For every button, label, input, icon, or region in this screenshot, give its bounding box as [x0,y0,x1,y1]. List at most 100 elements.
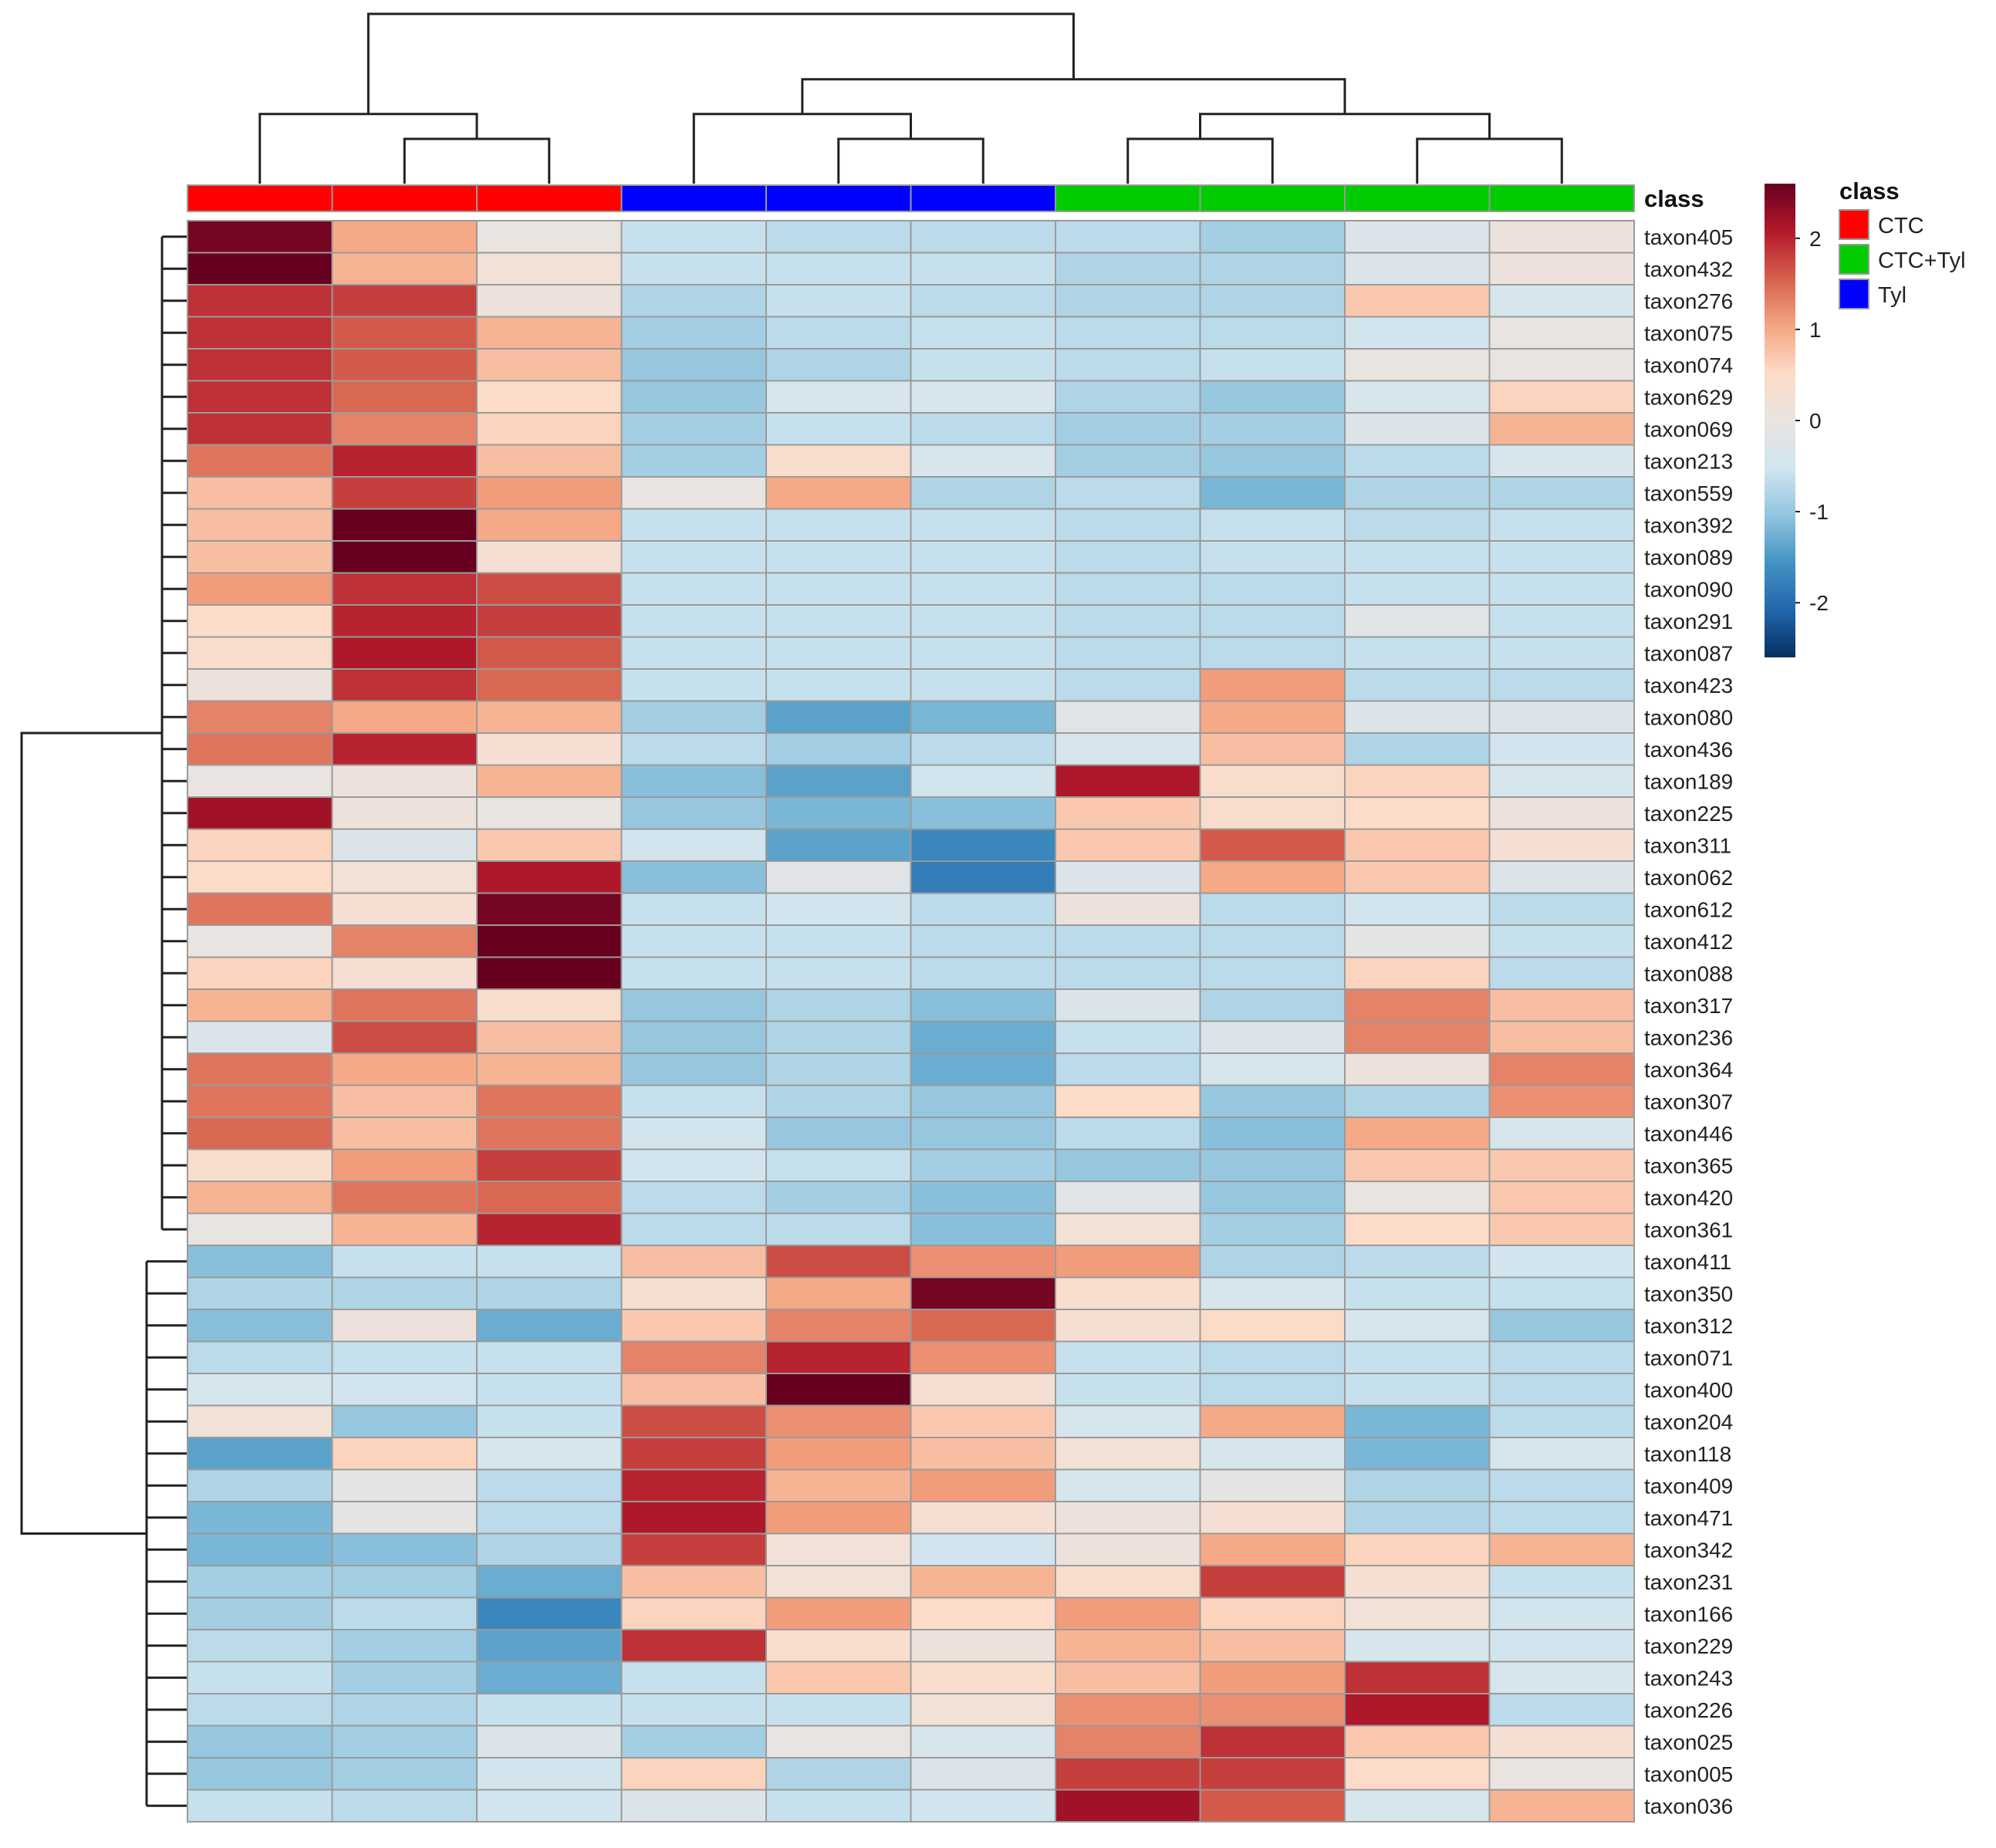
heatmap-cell [1344,1373,1491,1407]
row-label: taxon062 [1644,866,1733,890]
heatmap-cell [1055,1148,1201,1182]
heatmap-cell [331,476,478,510]
heatmap-cell [187,1212,333,1246]
heatmap-cell [476,1245,623,1279]
heatmap-cell [1055,1052,1201,1086]
heatmap-cell [1055,828,1201,862]
heatmap-cell [1488,988,1635,1022]
heatmap-cell [910,1084,1056,1118]
heatmap-cell [620,1725,767,1758]
heatmap-cell [1199,828,1346,862]
heatmap-cell [1199,860,1346,894]
heatmap-cell [1199,732,1346,766]
heatmap-cell [620,572,767,606]
column-dendrogram [258,12,1563,184]
row-label: taxon225 [1644,802,1733,826]
heatmap-cell [1344,1596,1491,1630]
heatmap-cell [910,380,1056,414]
heatmap-cell [910,348,1056,382]
heatmap-cell [1488,380,1635,414]
heatmap-cell [765,1596,912,1630]
heatmap-cell [187,380,333,414]
heatmap-cell [1055,1532,1201,1566]
heatmap-cell [620,508,767,542]
heatmap-cell [765,764,912,798]
heatmap-cell [1055,284,1201,318]
heatmap-cell [1488,540,1635,574]
heatmap-cell [331,1596,478,1630]
heatmap-cell [476,316,623,350]
heatmap-cell [1344,1212,1491,1246]
heatmap-cell [187,540,333,574]
heatmap-cell [1488,1501,1635,1535]
heatmap-cell [620,988,767,1022]
heatmap-cell [331,732,478,766]
heatmap-cell [331,796,478,830]
heatmap-cell [1199,1340,1346,1374]
heatmap-cell [476,380,623,414]
heatmap-cell [476,860,623,894]
heatmap-cell [620,540,767,574]
heatmap-cell [1488,1725,1635,1758]
heatmap-cell [1055,1020,1201,1054]
heatmap-cell [1344,444,1491,478]
dendrogram-branch [801,78,1346,114]
heatmap-cell [910,1565,1056,1599]
heatmap-cell [620,1629,767,1663]
heatmap-cell [476,1757,623,1791]
color-scale-bar [1765,184,1795,657]
heatmap-cell [910,1117,1056,1150]
heatmap-cell [476,1340,623,1374]
heatmap-cell [620,924,767,958]
heatmap-cell [620,1020,767,1054]
heatmap-cell [1055,412,1201,446]
heatmap-cell [620,1501,767,1535]
heatmap-cell [476,1468,623,1502]
heatmap-cell [1488,1373,1635,1407]
heatmap-cell [620,476,767,510]
heatmap-cell [187,1693,333,1727]
heatmap-cell [1488,636,1635,670]
heatmap-cell [1199,1181,1346,1215]
heatmap-cell [331,956,478,990]
heatmap-cell [476,1181,623,1215]
heatmap-cell [1199,540,1346,574]
color-scale-tick-label: 2 [1809,227,1822,251]
color-scale-tick-label: 1 [1809,318,1822,342]
heatmap-cell [1488,252,1635,285]
heatmap-cell [1055,348,1201,382]
heatmap-cell [1199,1245,1346,1279]
heatmap-cell [187,1725,333,1758]
heatmap-cell [1344,764,1491,798]
heatmap-cell [1199,892,1346,926]
heatmap-cell [910,860,1056,894]
heatmap-cell [620,668,767,702]
heatmap-cell [476,1660,623,1694]
class-annotation-cell [910,184,1056,212]
heatmap-cell [1344,220,1491,254]
row-label: taxon291 [1644,610,1733,633]
heatmap-cell [1199,1725,1346,1758]
heatmap-cell [620,348,767,382]
heatmap-cell [620,1148,767,1182]
heatmap-cell [1488,1212,1635,1246]
heatmap-cell [476,1629,623,1663]
row-label: taxon420 [1644,1186,1733,1210]
heatmap-cell [476,284,623,318]
heatmap-cell [331,1404,478,1438]
heatmap-cell [1344,1693,1491,1727]
heatmap-cell [620,380,767,414]
heatmap-cell [476,1693,623,1727]
heatmap-cell [1488,316,1635,350]
heatmap-cell [331,1660,478,1694]
heatmap-cell [1199,636,1346,670]
class-annotation-cell [187,184,333,212]
class-annotation-cell [331,184,478,212]
row-label: taxon350 [1644,1282,1733,1306]
heatmap-cell [1055,892,1201,926]
heatmap-cell [187,860,333,894]
heatmap-cell [620,1117,767,1150]
heatmap-cell [620,1276,767,1310]
heatmap-cell [476,1020,623,1054]
heatmap-cell [1488,476,1635,510]
